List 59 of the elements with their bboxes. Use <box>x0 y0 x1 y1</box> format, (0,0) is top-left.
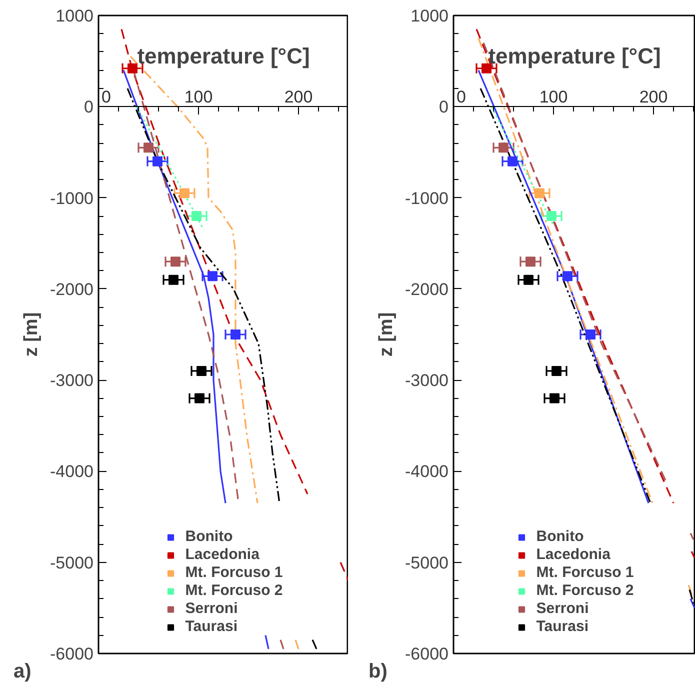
point <box>128 63 138 74</box>
point <box>586 330 596 340</box>
x-tick-label: 0 <box>456 88 466 107</box>
y-axis-title: z [m] <box>21 312 42 357</box>
legend-label: Lacedonia <box>185 546 260 563</box>
point <box>192 211 202 222</box>
y-tick-label: -5000 <box>50 553 94 572</box>
point <box>208 271 218 282</box>
legend-label: Mt. Forcuso 1 <box>536 564 634 581</box>
point <box>144 142 154 153</box>
legend-label: Mt. Forcuso 2 <box>185 582 283 599</box>
legend-label: Taurasi <box>185 618 238 635</box>
point <box>180 188 190 198</box>
legend-label: Taurasi <box>536 618 588 635</box>
y-tick-label: -2000 <box>405 280 449 299</box>
y-tick-label: -4000 <box>50 462 94 482</box>
point <box>194 393 204 404</box>
y-tick-label: -1000 <box>405 188 449 208</box>
point <box>170 256 180 267</box>
y-tick-label: 1000 <box>410 6 449 26</box>
x-tick-label: 200 <box>284 88 313 107</box>
point <box>552 366 562 376</box>
y-tick-label: 1000 <box>56 6 94 26</box>
x-axis-title: temperature [°C] <box>137 44 310 68</box>
point <box>196 366 206 376</box>
y-tick-label: -3000 <box>50 371 94 390</box>
x-axis-title: temperature [°C] <box>488 44 661 68</box>
point <box>230 330 240 340</box>
legend-label: Mt. Forcuso 1 <box>185 564 283 581</box>
y-tick-label: -3000 <box>405 371 449 390</box>
y-tick-label: -1000 <box>50 188 94 208</box>
x-tick-label: 200 <box>639 88 668 107</box>
point <box>508 156 518 166</box>
y-tick-label: -2000 <box>50 280 94 299</box>
x-tick-label: 100 <box>184 88 213 107</box>
x-tick-label: 100 <box>539 88 568 107</box>
y-tick-label: -5000 <box>405 553 449 572</box>
y-tick-label: -4000 <box>405 462 449 482</box>
legend-label: Lacedonia <box>536 546 610 563</box>
point <box>546 211 556 222</box>
legend-label: Mt. Forcuso 2 <box>536 582 634 599</box>
text: a) <box>14 660 32 682</box>
point <box>524 274 534 285</box>
point <box>562 271 572 282</box>
point <box>550 393 560 404</box>
y-axis-title: z [m] <box>376 312 398 357</box>
text: b) <box>368 660 388 682</box>
legend-label: Serroni <box>185 600 238 617</box>
legend-label: Bonito <box>185 528 233 545</box>
point <box>498 142 508 153</box>
point <box>168 274 178 285</box>
y-tick-label: -6000 <box>50 644 94 664</box>
legend-label: Bonito <box>536 528 584 545</box>
point <box>526 256 536 267</box>
point <box>534 188 544 198</box>
x-tick-label: 0 <box>102 88 111 107</box>
y-tick-label: -6000 <box>405 644 449 664</box>
legend-label: Serroni <box>536 600 589 617</box>
point <box>152 156 162 166</box>
